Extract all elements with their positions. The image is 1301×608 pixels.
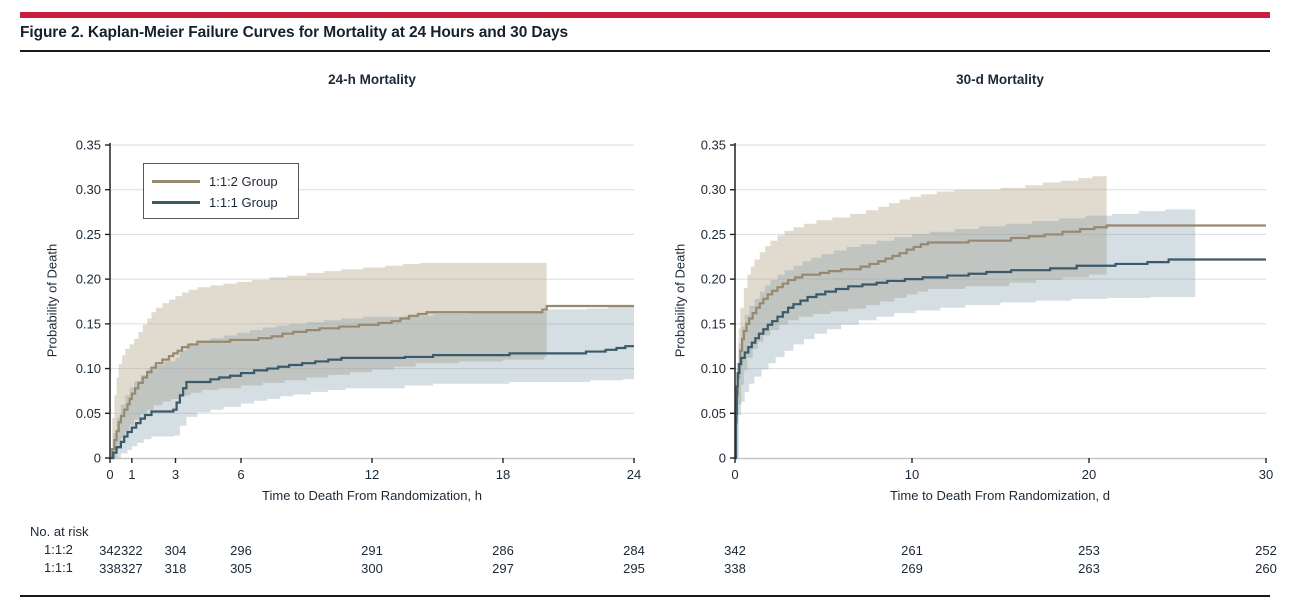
y-tick-label: 0.35: [76, 138, 101, 153]
x-tick-label: 0: [731, 467, 738, 482]
km-panel-30d: 0 0.05 0.10 0.15 0.20 0.25 0.30 0.35 0 10 20 30 342 2…: [701, 138, 1277, 577]
km-curve-112: [110, 304, 634, 460]
km-curve-111: [734, 258, 1266, 460]
at-risk-value: 286: [492, 543, 514, 558]
ci-band-111: [735, 209, 1196, 458]
at-risk-row-label-111: 1:1:1: [44, 560, 73, 575]
at-risk-value: 260: [1255, 561, 1277, 576]
at-risk-value: 338: [99, 561, 121, 576]
y-tick-label: 0.10: [701, 361, 726, 376]
x-tick-label: 30: [1259, 467, 1273, 482]
y-tick-label: 0.30: [701, 182, 726, 197]
at-risk-value: 297: [492, 561, 514, 576]
bottom-divider: [20, 595, 1270, 597]
panel-title-30d: 30-d Mortality: [956, 72, 1044, 87]
legend-label-111: 1:1:1 Group: [209, 195, 278, 210]
legend-label-112: 1:1:2 Group: [209, 174, 278, 189]
at-risk-value: 261: [901, 543, 923, 558]
x-tick-label: 3: [172, 467, 179, 482]
x-tick-label: 12: [365, 467, 379, 482]
gridlines: [735, 144, 1266, 414]
y-tick-label: 0.30: [76, 182, 101, 197]
km-curve-111: [110, 345, 634, 460]
figure-title: Figure 2. Kaplan-Meier Failure Curves fo…: [20, 24, 569, 41]
x-tick-label: 18: [496, 467, 510, 482]
ci-band-112: [735, 174, 1107, 458]
at-risk-value: 252: [1255, 543, 1277, 558]
y-tick-label: 0.20: [701, 272, 726, 287]
at-risk-value: 304: [165, 543, 187, 558]
at-risk-value: 291: [361, 543, 383, 558]
x-tick-label: 20: [1082, 467, 1096, 482]
x-axis-label-24h: Time to Death From Randomization, h: [262, 488, 482, 503]
legend-item-112: 1:1:2 Group: [152, 171, 298, 192]
legend-line-112-icon: [152, 180, 200, 183]
x-axis-label-30d: Time to Death From Randomization, d: [890, 488, 1110, 503]
y-tick-label: 0.35: [701, 138, 726, 153]
at-risk-value: 322: [121, 543, 143, 558]
at-risk-value: 296: [230, 543, 252, 558]
at-risk-heading: No. at risk: [30, 524, 89, 539]
x-axis: 0 1 3 6 12 18 24: [106, 458, 641, 482]
at-risk-value: 284: [623, 543, 645, 558]
at-risk-value: 305: [230, 561, 252, 576]
at-risk-numbers: 342 322 304 296 291 286 284 338 327 318 305 300 297 2…: [99, 543, 645, 576]
y-tick-label: 0.05: [701, 406, 726, 421]
y-tick-label: 0.25: [701, 227, 726, 242]
ci-band-111: [110, 305, 634, 458]
panel-title-24h: 24-h Mortality: [328, 72, 416, 87]
x-tick-label: 0: [106, 467, 113, 482]
y-tick-label: 0.20: [76, 272, 101, 287]
at-risk-value: 295: [623, 561, 645, 576]
at-risk-row-label-112: 1:1:2: [44, 542, 73, 557]
at-risk-value: 300: [361, 561, 383, 576]
y-tick-label: 0.15: [701, 316, 726, 331]
y-axis: 0 0.05 0.10 0.15 0.20 0.25 0.30 0.35: [76, 138, 111, 466]
legend-item-111: 1:1:1 Group: [152, 192, 298, 213]
y-tick-label: 0: [94, 451, 101, 466]
at-risk-value: 269: [901, 561, 923, 576]
at-risk-value: 338: [724, 561, 746, 576]
y-tick-label: 0.10: [76, 361, 101, 376]
km-panel-24h: 00.050.100.150.200.250.300.350 1 3 6 12 18 243…: [76, 138, 645, 577]
legend-line-111-icon: [152, 201, 200, 204]
x-tick-label: 1: [128, 467, 135, 482]
legend: 1:1:2 Group 1:1:1 Group: [143, 163, 299, 219]
title-divider: [20, 50, 1270, 52]
at-risk-value: 318: [165, 561, 187, 576]
y-tick-label: 0.05: [76, 406, 101, 421]
gridlines: [110, 144, 634, 414]
y-tick-label: 0: [719, 451, 726, 466]
at-risk-value: 263: [1078, 561, 1100, 576]
y-tick-label: 0.15: [76, 316, 101, 331]
y-axis: 0 0.05 0.10 0.15 0.20 0.25 0.30 0.35: [701, 138, 736, 466]
x-tick-label: 24: [627, 467, 641, 482]
x-tick-label: 10: [905, 467, 919, 482]
y-tick-label: 0.25: [76, 227, 101, 242]
at-risk-value: 327: [121, 561, 143, 576]
at-risk-value: 342: [724, 543, 746, 558]
accent-bar: [20, 12, 1270, 18]
at-risk-value: 253: [1078, 543, 1100, 558]
x-tick-label: 6: [237, 467, 244, 482]
x-axis: 0 10 20 30: [731, 458, 1273, 482]
at-risk-value: 342: [99, 543, 121, 558]
at-risk-numbers: 342 261 253 252 338 269 263 260: [724, 543, 1277, 576]
km-curve-112: [734, 224, 1266, 460]
